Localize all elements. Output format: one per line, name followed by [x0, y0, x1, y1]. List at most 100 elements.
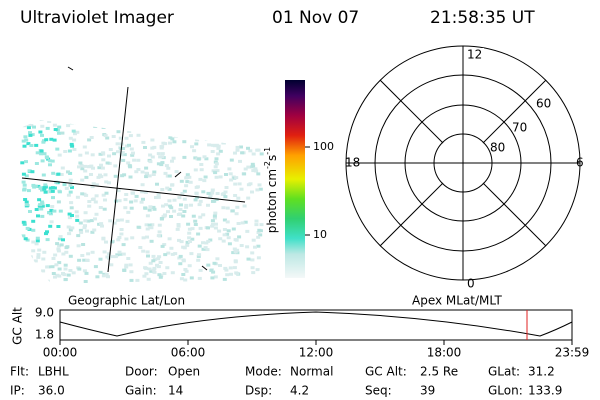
- pixel: [251, 152, 256, 156]
- pixel: [50, 112, 54, 115]
- pixel: [41, 269, 46, 273]
- pixel: [38, 186, 43, 190]
- pixel: [190, 237, 195, 241]
- pixel: [62, 273, 67, 277]
- pixel: [68, 228, 73, 232]
- pixel: [57, 125, 62, 129]
- pixel: [244, 101, 248, 104]
- pixel: [138, 109, 142, 112]
- pixel: [156, 257, 161, 261]
- pixel: [34, 162, 39, 165]
- pixel: [51, 171, 56, 175]
- pixel: [77, 165, 81, 169]
- pixel: [228, 172, 233, 176]
- pixel: [193, 198, 198, 202]
- pixel: [250, 266, 255, 270]
- pixel: [39, 207, 44, 211]
- pixel: [166, 210, 170, 214]
- pixel: [160, 188, 165, 191]
- pixel: [49, 220, 54, 224]
- pixel: [45, 156, 49, 160]
- pixel: [218, 149, 223, 153]
- pixel: [63, 278, 68, 282]
- pixel: [123, 198, 128, 202]
- pixel: [66, 273, 71, 277]
- pixel: [170, 252, 175, 256]
- pixel: [147, 267, 152, 271]
- pixel: [196, 258, 201, 262]
- pixel: [134, 194, 139, 198]
- pixel: [236, 222, 241, 225]
- pixel: [182, 189, 187, 193]
- pixel: [31, 117, 35, 120]
- colorbar-tick-label: 10: [313, 228, 327, 241]
- pixel: [258, 233, 263, 237]
- pixel: [97, 111, 101, 114]
- pixel: [130, 236, 135, 240]
- spoke: [482, 79, 547, 144]
- pixel: [197, 276, 202, 280]
- pixel: [201, 241, 205, 245]
- pixel: [167, 187, 172, 191]
- pixel: [259, 152, 264, 156]
- pixel: [101, 274, 106, 278]
- pixel: [65, 245, 70, 249]
- pixel: [138, 246, 143, 249]
- label-bg: [466, 48, 484, 62]
- x-tick-label: 06:00: [171, 346, 206, 360]
- pixel: [45, 230, 49, 234]
- pixel: [72, 138, 77, 142]
- pixel: [155, 128, 159, 132]
- pixel: [23, 135, 28, 139]
- pixel: [133, 199, 138, 203]
- pixel: [195, 185, 200, 189]
- pixel: [127, 143, 131, 147]
- pixel: [69, 142, 74, 146]
- pixel: [125, 124, 130, 128]
- pixel: [43, 183, 48, 187]
- pixel: [124, 193, 129, 196]
- pixel: [21, 112, 25, 115]
- pixel: [252, 115, 256, 118]
- pixel: [229, 131, 234, 135]
- pixel: [22, 278, 27, 282]
- pixel: [140, 170, 145, 174]
- pixel: [40, 204, 45, 208]
- pixel: [245, 131, 250, 135]
- pixel: [222, 111, 226, 114]
- pixel: [57, 153, 62, 157]
- pixel: [121, 158, 126, 162]
- pixel: [56, 249, 61, 253]
- pixel: [58, 108, 62, 111]
- pixel: [200, 113, 204, 116]
- pixel: [251, 238, 256, 242]
- pixel: [197, 253, 202, 257]
- pixel: [82, 145, 87, 149]
- pixel: [21, 234, 26, 238]
- pixel: [184, 104, 188, 107]
- pixel: [172, 209, 177, 213]
- pixel: [222, 233, 227, 237]
- pixel: [199, 163, 204, 166]
- pixel: [221, 239, 226, 243]
- pixel: [129, 206, 134, 210]
- pixel: [183, 268, 188, 271]
- pixel: [227, 167, 232, 171]
- pixel: [195, 138, 200, 142]
- pixel: [163, 171, 168, 175]
- pixel: [22, 144, 27, 148]
- pixel: [189, 252, 194, 256]
- pixel: [169, 215, 173, 218]
- pixel: [110, 255, 115, 259]
- pixel: [210, 224, 215, 228]
- pixel: [185, 126, 190, 130]
- pixel: [128, 113, 132, 116]
- pixel: [209, 114, 213, 117]
- pixel: [42, 139, 46, 143]
- pixel: [68, 190, 73, 194]
- pixel: [186, 222, 191, 226]
- pixel: [210, 132, 215, 136]
- pixel: [75, 214, 80, 218]
- pixel: [191, 214, 196, 218]
- pixel: [239, 187, 244, 191]
